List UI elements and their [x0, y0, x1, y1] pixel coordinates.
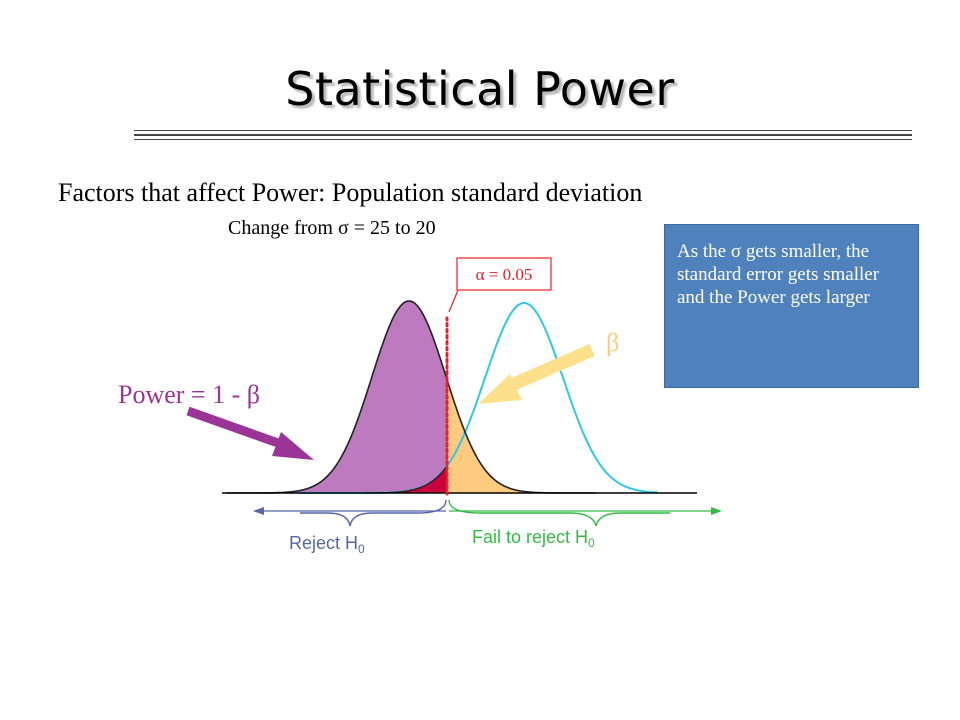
power-region [226, 301, 447, 493]
slide-title: Statistical Power [285, 62, 675, 116]
fail-label-subscript: 0 [588, 536, 595, 550]
power-label: Power = 1 - β [118, 380, 260, 409]
fail-to-reject-h0-label: Fail to reject H0 [472, 527, 595, 550]
fail-arrow-head [711, 507, 722, 515]
power-arrow-shaft [186, 406, 280, 448]
reject-label-text: Reject H [289, 533, 358, 553]
beta-arrow-shaft [511, 344, 595, 390]
reject-arrow-head [253, 507, 264, 515]
reject-h0-label: Reject H0 [289, 533, 365, 556]
title-rule-bottom [134, 139, 912, 140]
note-box: As the σ gets smaller, the standard erro… [664, 224, 919, 388]
beta-arrow-head [478, 374, 522, 404]
title-rule-top [134, 130, 912, 131]
reject-label-subscript: 0 [358, 542, 365, 556]
note-text: As the σ gets smaller, the standard erro… [677, 241, 880, 308]
fail-bracket [448, 499, 670, 527]
beta-label: β [606, 328, 619, 357]
power-arrow-head [272, 432, 314, 460]
beta-region [447, 379, 596, 493]
change-text: Change from σ = 25 to 20 [228, 217, 436, 239]
alpha-region [366, 465, 447, 493]
alpha-label-box [456, 257, 552, 291]
title-rule-middle [134, 134, 912, 136]
subtitle: Factors that affect Power: Population st… [58, 178, 643, 207]
alpha-label-pointer [448, 289, 459, 313]
reject-bracket [300, 499, 447, 527]
alpha-label: α = 0.05 [476, 265, 533, 284]
fail-label-text: Fail to reject H [472, 527, 588, 547]
